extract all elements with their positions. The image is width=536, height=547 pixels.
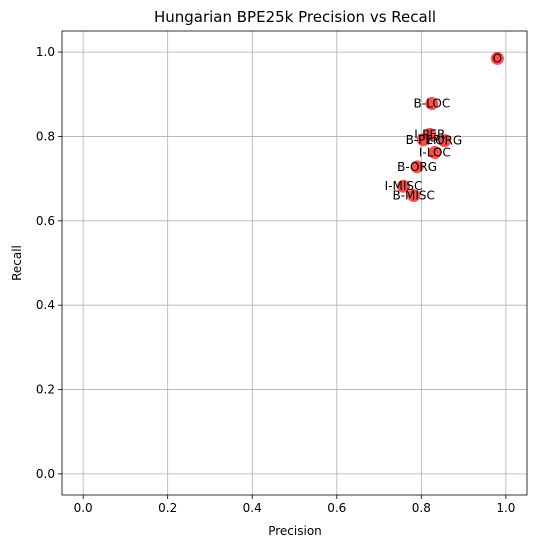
y-tick-label: 1.0: [36, 45, 55, 59]
y-tick-label: 0.8: [36, 129, 55, 143]
data-point: [397, 179, 411, 193]
y-tick-label: 0.4: [36, 298, 55, 312]
x-tick-label: 0.8: [412, 501, 431, 515]
data-point: [410, 160, 424, 174]
y-axis-label: Recall: [10, 245, 24, 281]
data-point-label: I-MISC: [385, 179, 423, 193]
data-point-label: I-ORG: [427, 134, 462, 148]
plot-frame: [61, 30, 528, 496]
x-tick-label: 1.0: [496, 501, 515, 515]
data-point: [416, 133, 430, 147]
data-point-label: B-LOC: [414, 97, 451, 111]
data-point-label: B-PER: [406, 133, 442, 147]
x-tick-label: 0.4: [243, 501, 262, 515]
y-tick-label: 0.2: [36, 383, 55, 397]
chart-title: Hungarian BPE25k Precision vs Recall: [154, 8, 436, 26]
y-tick-label: 0.6: [36, 214, 55, 228]
x-axis-label: Precision: [268, 524, 322, 538]
data-point-label: I-LOC: [419, 145, 451, 159]
data-point: [428, 145, 442, 159]
data-point-label: O: [493, 51, 502, 65]
grid: [62, 31, 527, 495]
x-axis-ticks: 0.0 0.2 0.4 0.6 0.8 1.0: [74, 495, 515, 515]
data-point: [407, 189, 421, 203]
x-tick-label: 0.6: [327, 501, 346, 515]
points-layer: [397, 51, 504, 203]
x-tick-label: 0.0: [74, 501, 93, 515]
y-axis-ticks: 0.0 0.2 0.4 0.6 0.8 1.0: [36, 45, 62, 481]
data-point-label: B-MISC: [392, 189, 434, 203]
data-point: [438, 134, 452, 148]
data-point: [425, 97, 439, 111]
data-point-label: B-ORG: [397, 160, 437, 174]
y-tick-label: 0.0: [36, 467, 55, 481]
data-point-label: I-PER: [414, 127, 445, 141]
data-point: [490, 51, 504, 65]
x-tick-label: 0.2: [158, 501, 177, 515]
